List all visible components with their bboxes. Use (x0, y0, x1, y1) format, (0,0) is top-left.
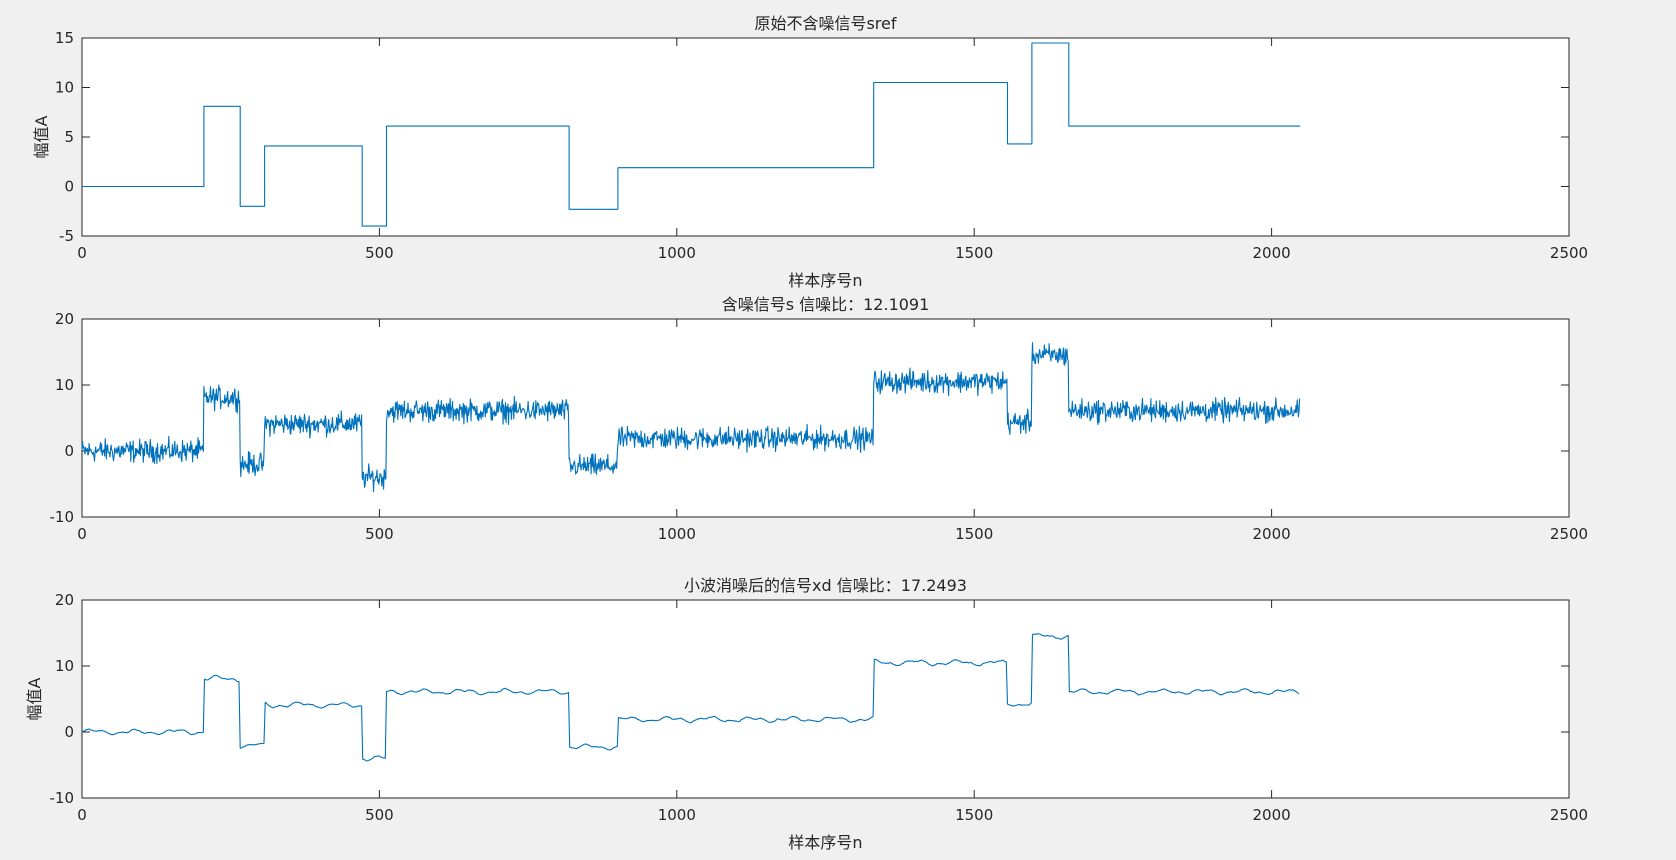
y-tick-label: 15 (55, 29, 74, 47)
y-axis-label: 幅值A (32, 115, 51, 158)
x-tick-label: 2500 (1550, 525, 1588, 543)
x-tick-label: 0 (77, 244, 87, 262)
axes-box (81, 318, 1570, 518)
x-tick-label: 500 (365, 244, 394, 262)
x-tick-label: 2500 (1550, 806, 1588, 824)
y-tick-label: -5 (59, 227, 74, 245)
x-tick-label: 2000 (1253, 525, 1291, 543)
y-tick-label: 20 (55, 310, 74, 328)
y-tick-label: 0 (64, 178, 74, 196)
y-axis-label: 幅值A (25, 677, 44, 720)
axes-box (81, 599, 1570, 799)
plot-title: 小波消噪后的信号xd 信噪比：17.2493 (684, 576, 967, 595)
y-tick-label: 10 (55, 79, 74, 97)
y-tick-label: 5 (64, 128, 74, 146)
x-tick-label: 0 (77, 806, 87, 824)
x-tick-label: 1000 (658, 806, 696, 824)
x-tick-label: 2000 (1253, 806, 1291, 824)
series-group (81, 633, 1300, 762)
x-tick-label: 1500 (955, 806, 993, 824)
series-group (82, 42, 1301, 227)
series-line (81, 633, 1300, 762)
y-tick-label: 10 (55, 657, 74, 675)
series-line (81, 342, 1301, 493)
plot-title: 含噪信号s 信噪比：12.1091 (722, 295, 930, 314)
y-tick-label: -10 (50, 508, 75, 526)
series-group (81, 342, 1301, 493)
x-tick-label: 2500 (1550, 244, 1588, 262)
y-tick-label: 0 (64, 442, 74, 460)
plot-noisy-signal: 含噪信号s 信噪比：12.1091 0 500 1000 1500 2000 2500 -1… (50, 295, 1589, 543)
y-tick-label: -10 (50, 789, 75, 807)
x-tick-label: 500 (365, 806, 394, 824)
x-tick-label: 1500 (955, 244, 993, 262)
x-tick-label: 1000 (658, 525, 696, 543)
plot-denoised-signal: 小波消噪后的信号xd 信噪比：17.2493 样本序号n 幅值A 0 500 100… (25, 576, 1588, 852)
x-tick-label: 0 (77, 525, 87, 543)
plot-clean-signal: 原始不含噪信号sref 样本序号n 幅值A 0 500 1000 1500 2000 25… (32, 14, 1588, 290)
axes-box (81, 37, 1570, 237)
x-tick-label: 1500 (955, 525, 993, 543)
x-axis-label: 样本序号n (788, 833, 862, 852)
plot-title: 原始不含噪信号sref (754, 14, 896, 33)
y-tick-label: 0 (64, 723, 74, 741)
y-tick-label: 20 (55, 591, 74, 609)
x-axis-label: 样本序号n (788, 271, 862, 290)
x-tick-label: 500 (365, 525, 394, 543)
x-tick-label: 1000 (658, 244, 696, 262)
series-line (82, 42, 1301, 227)
y-tick-label: 10 (55, 376, 74, 394)
x-tick-label: 2000 (1253, 244, 1291, 262)
